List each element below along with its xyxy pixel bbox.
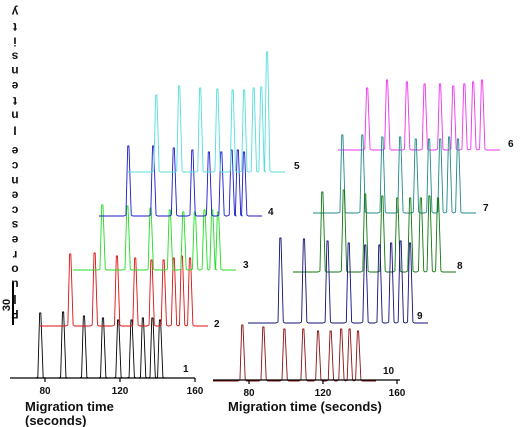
- y-label-glyph: e: [11, 79, 18, 93]
- y-label-glyph: r: [12, 248, 17, 262]
- left-x-tick-label: 120: [112, 386, 129, 397]
- y-label-glyph: e: [11, 144, 18, 158]
- trace-5-label: 5: [294, 161, 300, 172]
- y-label-glyph: u: [11, 277, 18, 291]
- trace-9-line: [248, 237, 428, 324]
- y-label-glyph: n: [11, 64, 18, 78]
- trace-9: 9: [248, 237, 428, 324]
- y-label-glyph: l: [13, 292, 16, 306]
- y-label-glyph: s: [11, 218, 18, 232]
- trace-6-label: 6: [508, 139, 514, 150]
- y-label-glyph: y: [11, 5, 18, 19]
- y-label-glyph: F: [11, 307, 18, 321]
- trace-8-label: 8: [457, 261, 463, 272]
- y-label-glyph: I: [13, 123, 16, 137]
- y-label-glyph: i: [13, 35, 16, 49]
- y-label-glyph: e: [11, 189, 18, 203]
- trace-7-label: 7: [483, 203, 489, 214]
- trace-7: 7: [313, 134, 489, 214]
- trace-3-label: 3: [243, 260, 249, 271]
- trace-5: 5: [128, 51, 300, 173]
- y-label-glyph: c: [11, 203, 18, 217]
- trace-1: 1: [10, 311, 189, 379]
- left-x-axis-title: (seconds): [25, 413, 86, 427]
- trace-10-label: 10: [383, 366, 395, 377]
- trace-2-label: 2: [214, 319, 220, 330]
- y-label-glyph: c: [11, 159, 18, 173]
- trace-layer: 1 2 3 4 5 6 7 8 9 10: [10, 51, 514, 382]
- trace-5-line: [128, 51, 285, 173]
- trace-9-label: 9: [417, 311, 423, 322]
- trace-6: 6: [338, 79, 514, 151]
- left-x-axis-title: Migration time: [25, 399, 114, 414]
- y-label-glyph: o: [11, 263, 18, 277]
- left-x-tick-label: 160: [187, 386, 204, 397]
- right-x-tick-label: 120: [315, 388, 332, 399]
- trace-4-label: 4: [268, 207, 274, 218]
- trace-7-line: [313, 134, 476, 214]
- trace-1-line: [10, 311, 178, 379]
- trace-4: 4: [99, 145, 274, 218]
- trace-2-line: [40, 252, 208, 327]
- scale-bar-label: 30: [1, 299, 13, 311]
- right-x-tick-label: 80: [243, 388, 255, 399]
- axes-layer: 80 120 160 Migration time(seconds) 80 120 160 M…: [10, 377, 406, 427]
- right-x-tick-label: 160: [389, 388, 406, 399]
- right-x-axis-title: Migration time (seconds): [228, 399, 382, 414]
- trace-10: 10: [213, 324, 395, 382]
- scale-bar: 30: [1, 282, 14, 325]
- y-label-glyph: n: [11, 174, 18, 188]
- trace-4-line: [99, 145, 262, 217]
- trace-8-line: [293, 189, 456, 273]
- y-label-glyph: t: [13, 20, 17, 34]
- trace-8: 8: [293, 189, 463, 273]
- left-x-tick-label: 80: [39, 386, 51, 397]
- y-label-glyph: s: [11, 49, 18, 63]
- trace-1-label: 1: [183, 364, 189, 375]
- trace-10-line: [213, 324, 376, 382]
- trace-6-line: [338, 79, 500, 151]
- y-label-glyph: n: [11, 109, 18, 123]
- y-label-glyph: t: [13, 94, 17, 108]
- y-label-glyph: e: [11, 233, 18, 247]
- trace-3: 3: [73, 204, 249, 271]
